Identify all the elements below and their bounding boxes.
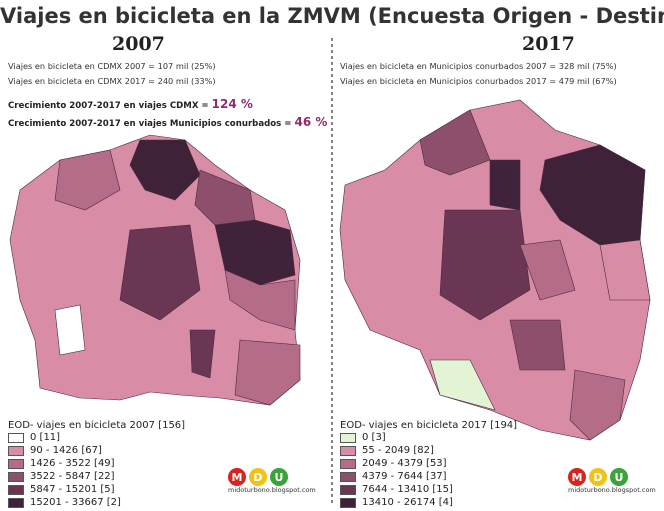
logo-letter: M [228,468,246,486]
legend: EOD- viajes en bicicleta 2007 [156] 0 [1… [8,420,185,509]
legend-item: 5847 - 15201 [5] [8,483,185,496]
logo-letter: U [610,468,628,486]
legend-item: 7644 - 13410 [15] [340,483,517,496]
legend-item: 3522 - 5847 [22] [8,470,185,483]
legend-item: 55 - 2049 [82] [340,444,517,457]
growth: Crecimiento 2007-2017 en viajes Municipi… [8,115,327,129]
title: Viajes en bicicleta en la ZMVM (Encuesta… [0,4,664,28]
legend-label: 15201 - 33667 [2] [30,497,121,508]
legend-item: 1426 - 3522 [49] [8,457,185,470]
legend: EOD- viajes en bicicleta 2017 [194] 0 [3… [340,420,517,509]
logo-url: midoturbono.blogspot.com [568,486,656,494]
growth-text: Crecimiento 2007-2017 en viajes Municipi… [8,119,295,129]
legend-label: 5847 - 15201 [5] [30,484,115,495]
legend-label: 0 [11] [30,432,61,443]
legend-label: 4379 - 7644 [37] [362,471,447,482]
legend-item: 0 [11] [8,431,185,444]
note: Viajes en bicicleta en CDMX 2007 = 107 m… [8,61,216,71]
legend-item: 0 [3] [340,431,517,444]
growth-text: Crecimiento 2007-2017 en viajes CDMX = [8,101,212,111]
logo-letter: D [589,468,607,486]
legend-label: 2049 - 4379 [53] [362,458,447,469]
legend-item: 15201 - 33667 [2] [8,496,185,509]
legend-item: 13410 - 26174 [4] [340,496,517,509]
legend-title: EOD- viajes en bicicleta 2007 [156] [8,420,186,431]
legend-label: 55 - 2049 [82] [362,445,434,456]
growth-value: 46 % [294,115,328,129]
logo-letter: D [249,468,267,486]
growth: Crecimiento 2007-2017 en viajes CDMX = 1… [8,97,253,111]
year: 2017 [522,33,575,55]
legend-label: 1426 - 3522 [49] [30,458,115,469]
note: Viajes en bicicleta en CDMX 2017 = 240 m… [8,76,216,86]
legend-label: 3522 - 5847 [22] [30,471,115,482]
legend-label: 13410 - 26174 [4] [362,497,453,508]
legend-label: 90 - 1426 [67] [30,445,102,456]
map-2007 [9,134,301,406]
legend-item: 2049 - 4379 [53] [340,457,517,470]
legend-label: 0 [3] [362,432,386,443]
growth-value: 124 % [211,97,253,111]
map-2017 [339,99,651,441]
legend-title: EOD- viajes en bicicleta 2017 [194] [340,420,518,431]
legend-item: 90 - 1426 [67] [8,444,185,457]
logo-letter: M [568,468,586,486]
legend-label: 7644 - 13410 [15] [362,484,453,495]
logo-letter: U [270,468,288,486]
note: Viajes en bicicleta en Municipios conurb… [340,76,617,86]
logo-url: midoturbono.blogspot.com [228,486,316,494]
year: 2007 [112,33,165,55]
legend-item: 4379 - 7644 [37] [340,470,517,483]
note: Viajes en bicicleta en Municipios conurb… [340,61,617,71]
